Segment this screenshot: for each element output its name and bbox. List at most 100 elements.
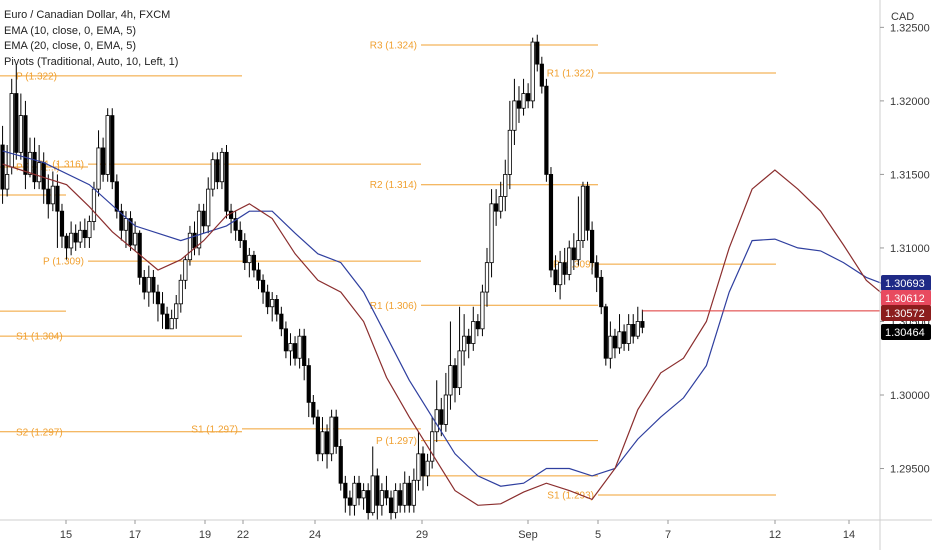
pivot-label: S1 (1.297) [191, 424, 238, 435]
candle-body [155, 291, 161, 305]
candle-body [265, 291, 270, 308]
price-tag-label: 1.30693 [885, 278, 925, 290]
candle-body [411, 479, 416, 506]
candle-body [41, 162, 46, 190]
candle-body [443, 394, 448, 425]
x-tick-label: 19 [199, 529, 211, 541]
currency-label: CAD [891, 11, 914, 23]
candle-body [59, 210, 65, 237]
candle-body [23, 115, 28, 175]
pivot-label: S1 (1.304) [16, 332, 63, 343]
pivot-label: P (1.322) [16, 71, 57, 82]
candle-body [576, 240, 581, 261]
legend-ema20: EMA (20, close, 0, EMA, 5) [4, 40, 137, 52]
candle-body [142, 276, 147, 293]
candle-body [603, 306, 608, 359]
ema-lines [2, 150, 913, 506]
candle-body [562, 262, 567, 275]
candle-body [402, 482, 407, 506]
price-tag [881, 275, 931, 291]
candle-body [334, 416, 339, 447]
candle-body [50, 185, 55, 205]
candle-body [55, 185, 60, 212]
candle-body [398, 490, 403, 506]
candle-body [210, 159, 215, 190]
candle-body [530, 41, 535, 102]
candle-body [626, 324, 631, 344]
candle-body [484, 262, 490, 293]
price-tag-label: 1.30572 [885, 308, 925, 320]
candle-body [18, 115, 23, 153]
candle-body [379, 490, 384, 506]
candle-body [114, 181, 119, 212]
candle-body [526, 93, 531, 102]
candle-body [553, 269, 558, 286]
candle-body [9, 93, 14, 168]
candle-body [251, 254, 257, 271]
candle-body [110, 115, 115, 183]
candle-body [640, 321, 645, 328]
candle-body [388, 497, 394, 514]
candle-body [87, 221, 92, 239]
candle-body [5, 174, 10, 190]
candle-body [219, 151, 225, 183]
candle-body [434, 409, 439, 433]
pivot-levels: P (1.322)P (1.31...)R1 (1.316)P (1.309)S… [0, 41, 776, 502]
candle-body [521, 93, 526, 109]
candle-body [228, 210, 234, 219]
candle-body [64, 235, 69, 249]
candle-body [37, 162, 42, 183]
pivot-label: R2 (1.314) [370, 180, 417, 191]
candle-body [462, 335, 467, 352]
candles [0, 34, 645, 520]
candle-body [558, 262, 563, 286]
candle-body [594, 262, 599, 278]
candle-body [96, 147, 101, 190]
candle-body [297, 335, 302, 359]
candle-body [302, 335, 307, 366]
candle-body [343, 482, 348, 499]
candle-body [224, 151, 229, 212]
candle-body [571, 247, 576, 261]
candle-body [370, 475, 375, 514]
candle-body [439, 409, 444, 425]
candle-body [480, 291, 485, 330]
pivot-label: R1 (1.306) [370, 301, 417, 312]
candle-body [306, 365, 311, 403]
candle-body [466, 335, 471, 344]
candle-body [242, 240, 247, 264]
candle-body [590, 229, 595, 264]
candle-body [283, 328, 289, 352]
candle-body [151, 276, 156, 293]
candle-body [132, 232, 138, 246]
candle-body [384, 490, 389, 499]
candle-body [612, 335, 618, 349]
candle-body [580, 185, 586, 241]
candle-body [420, 453, 426, 477]
candle-body [489, 203, 494, 264]
legend-pivots: Pivots (Traditional, Auto, 10, Left, 1) [4, 55, 179, 68]
candle-body [507, 129, 512, 175]
candle-body [146, 276, 151, 293]
candle-body [475, 321, 480, 330]
candle-body [448, 365, 453, 396]
y-tick-label: 1.32500 [890, 22, 930, 34]
candle-body [516, 100, 522, 109]
ema10-line [2, 163, 913, 506]
candle-body [320, 431, 325, 455]
candle-body [183, 259, 188, 281]
price-tag-label: 1.30612 [885, 293, 925, 305]
candle-body [233, 218, 238, 231]
y-tick-label: 1.29500 [890, 464, 930, 476]
candle-body [187, 232, 193, 261]
candle-body [457, 350, 462, 389]
candle-body [256, 269, 261, 281]
candle-body [366, 490, 371, 514]
candle-body [498, 196, 503, 212]
candle-body [430, 431, 435, 462]
candle-body [324, 431, 330, 455]
ema20-line [2, 150, 913, 487]
candle-body [174, 303, 179, 319]
